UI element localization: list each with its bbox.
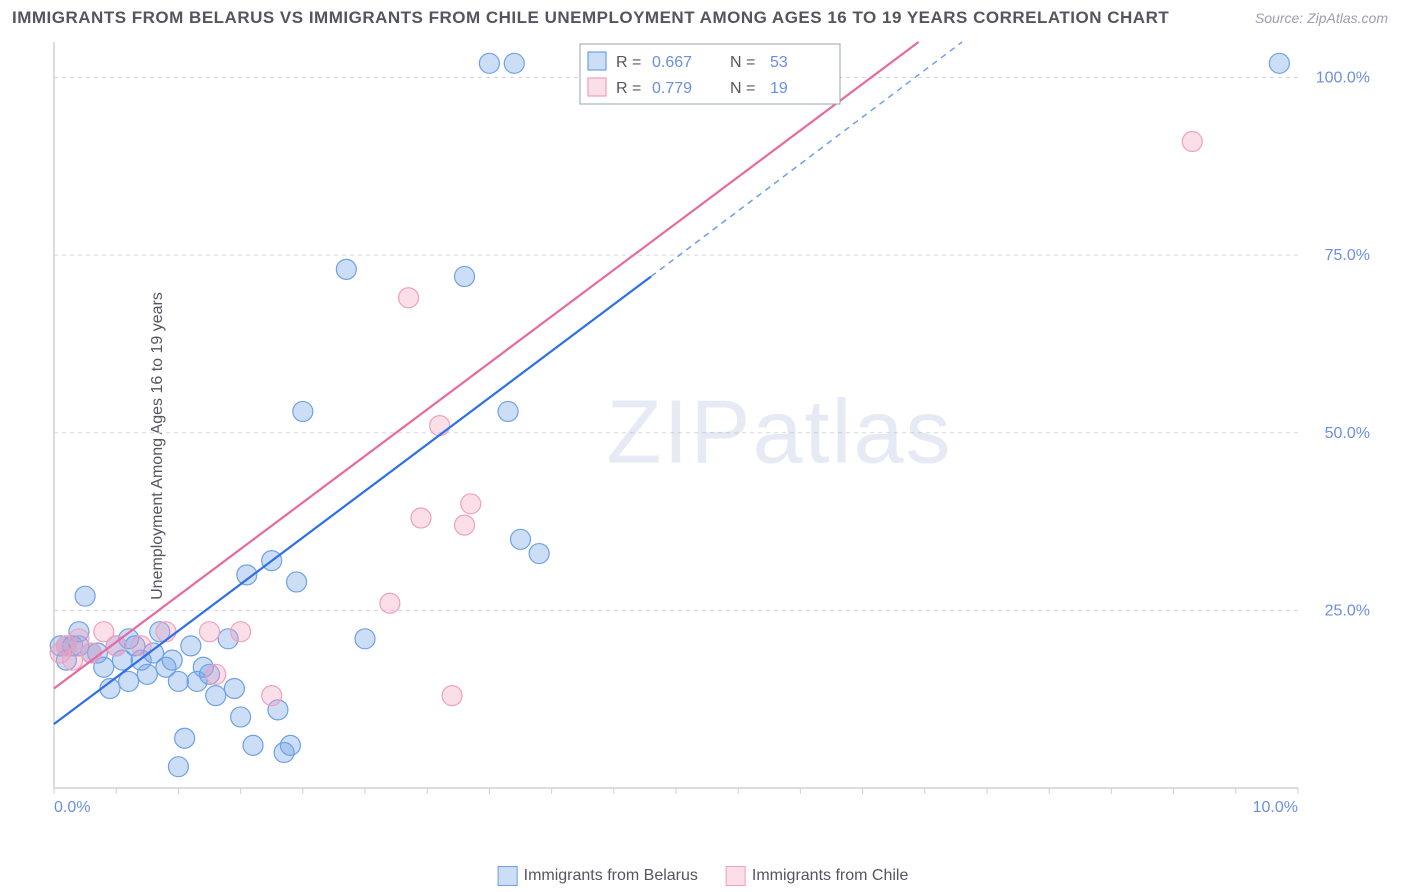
stats-n-value: 53 xyxy=(770,54,788,71)
data-point xyxy=(63,650,83,670)
data-point xyxy=(200,622,220,642)
regression-line xyxy=(54,276,651,724)
data-point xyxy=(206,686,226,706)
y-tick-label: 25.0% xyxy=(1325,602,1370,619)
legend-label: Immigrants from Chile xyxy=(752,867,908,884)
data-point xyxy=(137,664,157,684)
y-tick-label: 50.0% xyxy=(1325,425,1370,442)
data-point xyxy=(231,622,251,642)
data-point xyxy=(380,593,400,613)
scatter-plot: 25.0% 50.0% 75.0% 100.0% 0.0% 10.0% R = 0.667 N … xyxy=(48,38,1378,828)
stats-swatch xyxy=(588,52,606,70)
data-point xyxy=(156,622,176,642)
legend-swatch xyxy=(498,866,518,886)
x-tick-label: 10.0% xyxy=(1253,799,1298,816)
data-point xyxy=(1269,53,1289,73)
stats-n-value: 19 xyxy=(770,80,788,97)
data-point xyxy=(355,629,375,649)
data-point xyxy=(224,679,244,699)
chart-title: IMMIGRANTS FROM BELARUS VS IMMIGRANTS FR… xyxy=(12,8,1169,28)
data-point xyxy=(175,728,195,748)
x-tick-label: 0.0% xyxy=(54,799,90,816)
stats-swatch xyxy=(588,78,606,96)
source-attribution: Source: ZipAtlas.com xyxy=(1255,10,1388,26)
data-point xyxy=(181,636,201,656)
stats-r-label: R = xyxy=(616,80,641,97)
y-tick-label: 100.0% xyxy=(1316,70,1370,87)
stats-n-label: N = xyxy=(730,80,755,97)
y-tick-label: 75.0% xyxy=(1325,247,1370,264)
data-point xyxy=(162,650,182,670)
data-point xyxy=(231,707,251,727)
data-point xyxy=(455,266,475,286)
data-point xyxy=(455,515,475,535)
legend-item: Immigrants from Chile xyxy=(726,866,908,886)
stats-r-value: 0.667 xyxy=(652,54,692,71)
data-point xyxy=(336,259,356,279)
data-point xyxy=(280,735,300,755)
data-point xyxy=(243,735,263,755)
data-point xyxy=(461,494,481,514)
data-point xyxy=(287,572,307,592)
data-point xyxy=(442,686,462,706)
data-point xyxy=(430,416,450,436)
data-point xyxy=(206,664,226,684)
stats-r-label: R = xyxy=(616,54,641,71)
legend-label: Immigrants from Belarus xyxy=(524,867,698,884)
stats-n-label: N = xyxy=(730,54,755,71)
legend-item: Immigrants from Belarus xyxy=(498,866,698,886)
data-point xyxy=(168,757,188,777)
x-axis-legend: Immigrants from Belarus Immigrants from C… xyxy=(498,866,909,886)
data-point xyxy=(504,53,524,73)
data-point xyxy=(479,53,499,73)
chart-canvas: 25.0% 50.0% 75.0% 100.0% 0.0% 10.0% R = 0.667 N … xyxy=(48,38,1378,828)
data-point xyxy=(498,401,518,421)
data-point xyxy=(1182,131,1202,151)
legend-swatch xyxy=(726,866,746,886)
regression-line xyxy=(54,42,919,689)
data-point xyxy=(411,508,431,528)
data-point xyxy=(511,529,531,549)
data-point xyxy=(293,401,313,421)
data-point xyxy=(168,671,188,691)
data-point xyxy=(529,544,549,564)
stats-r-value: 0.779 xyxy=(652,80,692,97)
data-point xyxy=(399,288,419,308)
data-point xyxy=(75,586,95,606)
data-point xyxy=(262,686,282,706)
